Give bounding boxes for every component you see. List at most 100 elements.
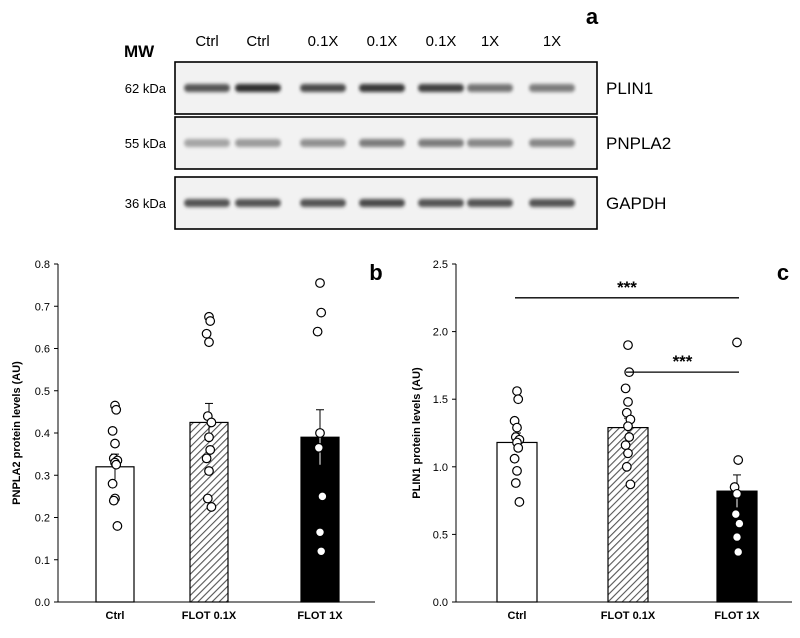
blot-band xyxy=(467,139,513,147)
blot-band xyxy=(184,199,230,207)
y-tick-label: 0.3 xyxy=(35,470,50,482)
lane-label: 1X xyxy=(481,33,499,50)
data-point xyxy=(201,453,212,464)
data-point xyxy=(623,397,633,407)
data-point xyxy=(734,518,745,529)
bar-ctrl xyxy=(95,466,135,603)
protein-label: PNPLA2 xyxy=(606,134,671,153)
y-tick-label: 0.5 xyxy=(433,529,448,541)
lane-label: Ctrl xyxy=(246,33,269,50)
western-blot-panel: a MW Ctrl Ctrl 0.1X 0.1X 0.1X 1X 1X 62 kDa PLIN1 55… xyxy=(124,4,671,230)
data-point xyxy=(733,455,744,465)
data-point xyxy=(623,340,633,351)
y-tick-label: 0.0 xyxy=(433,597,448,609)
data-point xyxy=(204,337,214,348)
significance-label: *** xyxy=(673,352,693,371)
data-point xyxy=(625,479,636,490)
data-point xyxy=(624,432,635,442)
data-point xyxy=(620,383,631,394)
blot-band xyxy=(300,84,346,92)
data-point xyxy=(512,465,522,476)
blot-band xyxy=(467,84,513,92)
panel-letter-a: a xyxy=(586,4,599,29)
category-label: FLOT 0.1X xyxy=(182,610,237,622)
data-point xyxy=(111,404,122,415)
blot-band xyxy=(418,139,464,147)
mw-title: MW xyxy=(124,42,155,61)
panel-letter-c: c xyxy=(777,260,789,285)
y-tick-label: 0.8 xyxy=(35,259,50,271)
blot-band xyxy=(359,84,405,92)
lane-label: Ctrl xyxy=(195,33,218,50)
data-point xyxy=(107,425,118,436)
data-point xyxy=(205,316,216,326)
blot-band xyxy=(235,84,281,92)
data-point xyxy=(316,307,327,318)
y-tick-label: 0.5 xyxy=(35,386,50,398)
y-tick-label: 0.2 xyxy=(35,513,50,525)
data-point xyxy=(513,442,524,453)
bar-flot-1x xyxy=(716,490,758,603)
blot-row-gapdh: 36 kDa GAPDH xyxy=(125,176,666,230)
y-tick-label: 2.5 xyxy=(433,259,448,271)
data-point xyxy=(513,394,524,405)
lane-label: 0.1X xyxy=(308,33,339,50)
data-point xyxy=(510,478,521,488)
y-tick-label: 0.6 xyxy=(35,344,50,356)
data-point xyxy=(108,495,119,506)
data-point xyxy=(315,527,325,538)
blot-band xyxy=(184,139,230,147)
y-tick-label: 1.0 xyxy=(433,462,448,474)
data-point xyxy=(315,428,325,438)
protein-label: GAPDH xyxy=(606,194,666,213)
blot-row-pnpla2: 55 kDa PNPLA2 xyxy=(125,116,671,170)
protein-label: PLIN1 xyxy=(606,79,653,98)
data-point xyxy=(620,440,631,451)
data-point xyxy=(205,445,216,455)
blot-band xyxy=(184,84,230,92)
blot-band xyxy=(300,199,346,207)
data-point xyxy=(621,461,632,472)
blot-band xyxy=(359,199,405,207)
data-point xyxy=(623,448,633,459)
category-label: Ctrl xyxy=(106,610,125,622)
chart-pnpla2: b 0.0 0.1 0.2 0.3 0.4 0.5 0.6 0.7 0.8 PNPLA2 prote… xyxy=(11,259,383,622)
y-tick-label: 1.5 xyxy=(433,394,448,406)
category-label: Ctrl xyxy=(508,610,527,622)
data-point xyxy=(204,466,214,476)
data-point xyxy=(107,478,118,489)
y-axis-title: PLIN1 protein levels (AU) xyxy=(411,367,423,499)
panel-letter-b: b xyxy=(369,260,382,285)
chart-plin1: c 0.0 0.5 1.0 1.5 2.0 2.5 PLIN1 protein levels … xyxy=(411,259,792,622)
bar-flot-0-1x xyxy=(607,426,649,603)
blot-band xyxy=(529,84,575,92)
data-point xyxy=(313,442,324,453)
data-point xyxy=(312,326,323,337)
blot-band xyxy=(467,199,513,207)
y-axis-title: PNPLA2 protein levels (AU) xyxy=(11,361,23,505)
data-point xyxy=(111,459,122,470)
blot-band xyxy=(418,84,464,92)
significance-label: *** xyxy=(617,278,637,297)
lane-label: 0.1X xyxy=(426,33,457,50)
data-point xyxy=(732,337,742,348)
blot-band xyxy=(418,199,464,207)
data-point xyxy=(732,488,742,499)
y-tick-label: 0.1 xyxy=(35,555,50,567)
data-point xyxy=(206,502,217,512)
y-tick-label: 0.0 xyxy=(35,597,50,609)
mw-label: 62 kDa xyxy=(125,81,167,96)
data-point xyxy=(315,278,325,288)
data-point xyxy=(509,453,520,464)
data-point xyxy=(512,422,522,433)
blot-band xyxy=(359,139,405,147)
y-tick-label: 0.7 xyxy=(35,301,50,313)
lane-label: 1X xyxy=(543,33,561,50)
blot-band xyxy=(300,139,346,147)
blot-row-plin1: 62 kDa PLIN1 xyxy=(125,61,653,115)
category-label: FLOT 1X xyxy=(714,610,760,622)
y-tick-label: 2.0 xyxy=(433,327,448,339)
blot-band xyxy=(235,199,281,207)
data-point xyxy=(206,417,217,428)
